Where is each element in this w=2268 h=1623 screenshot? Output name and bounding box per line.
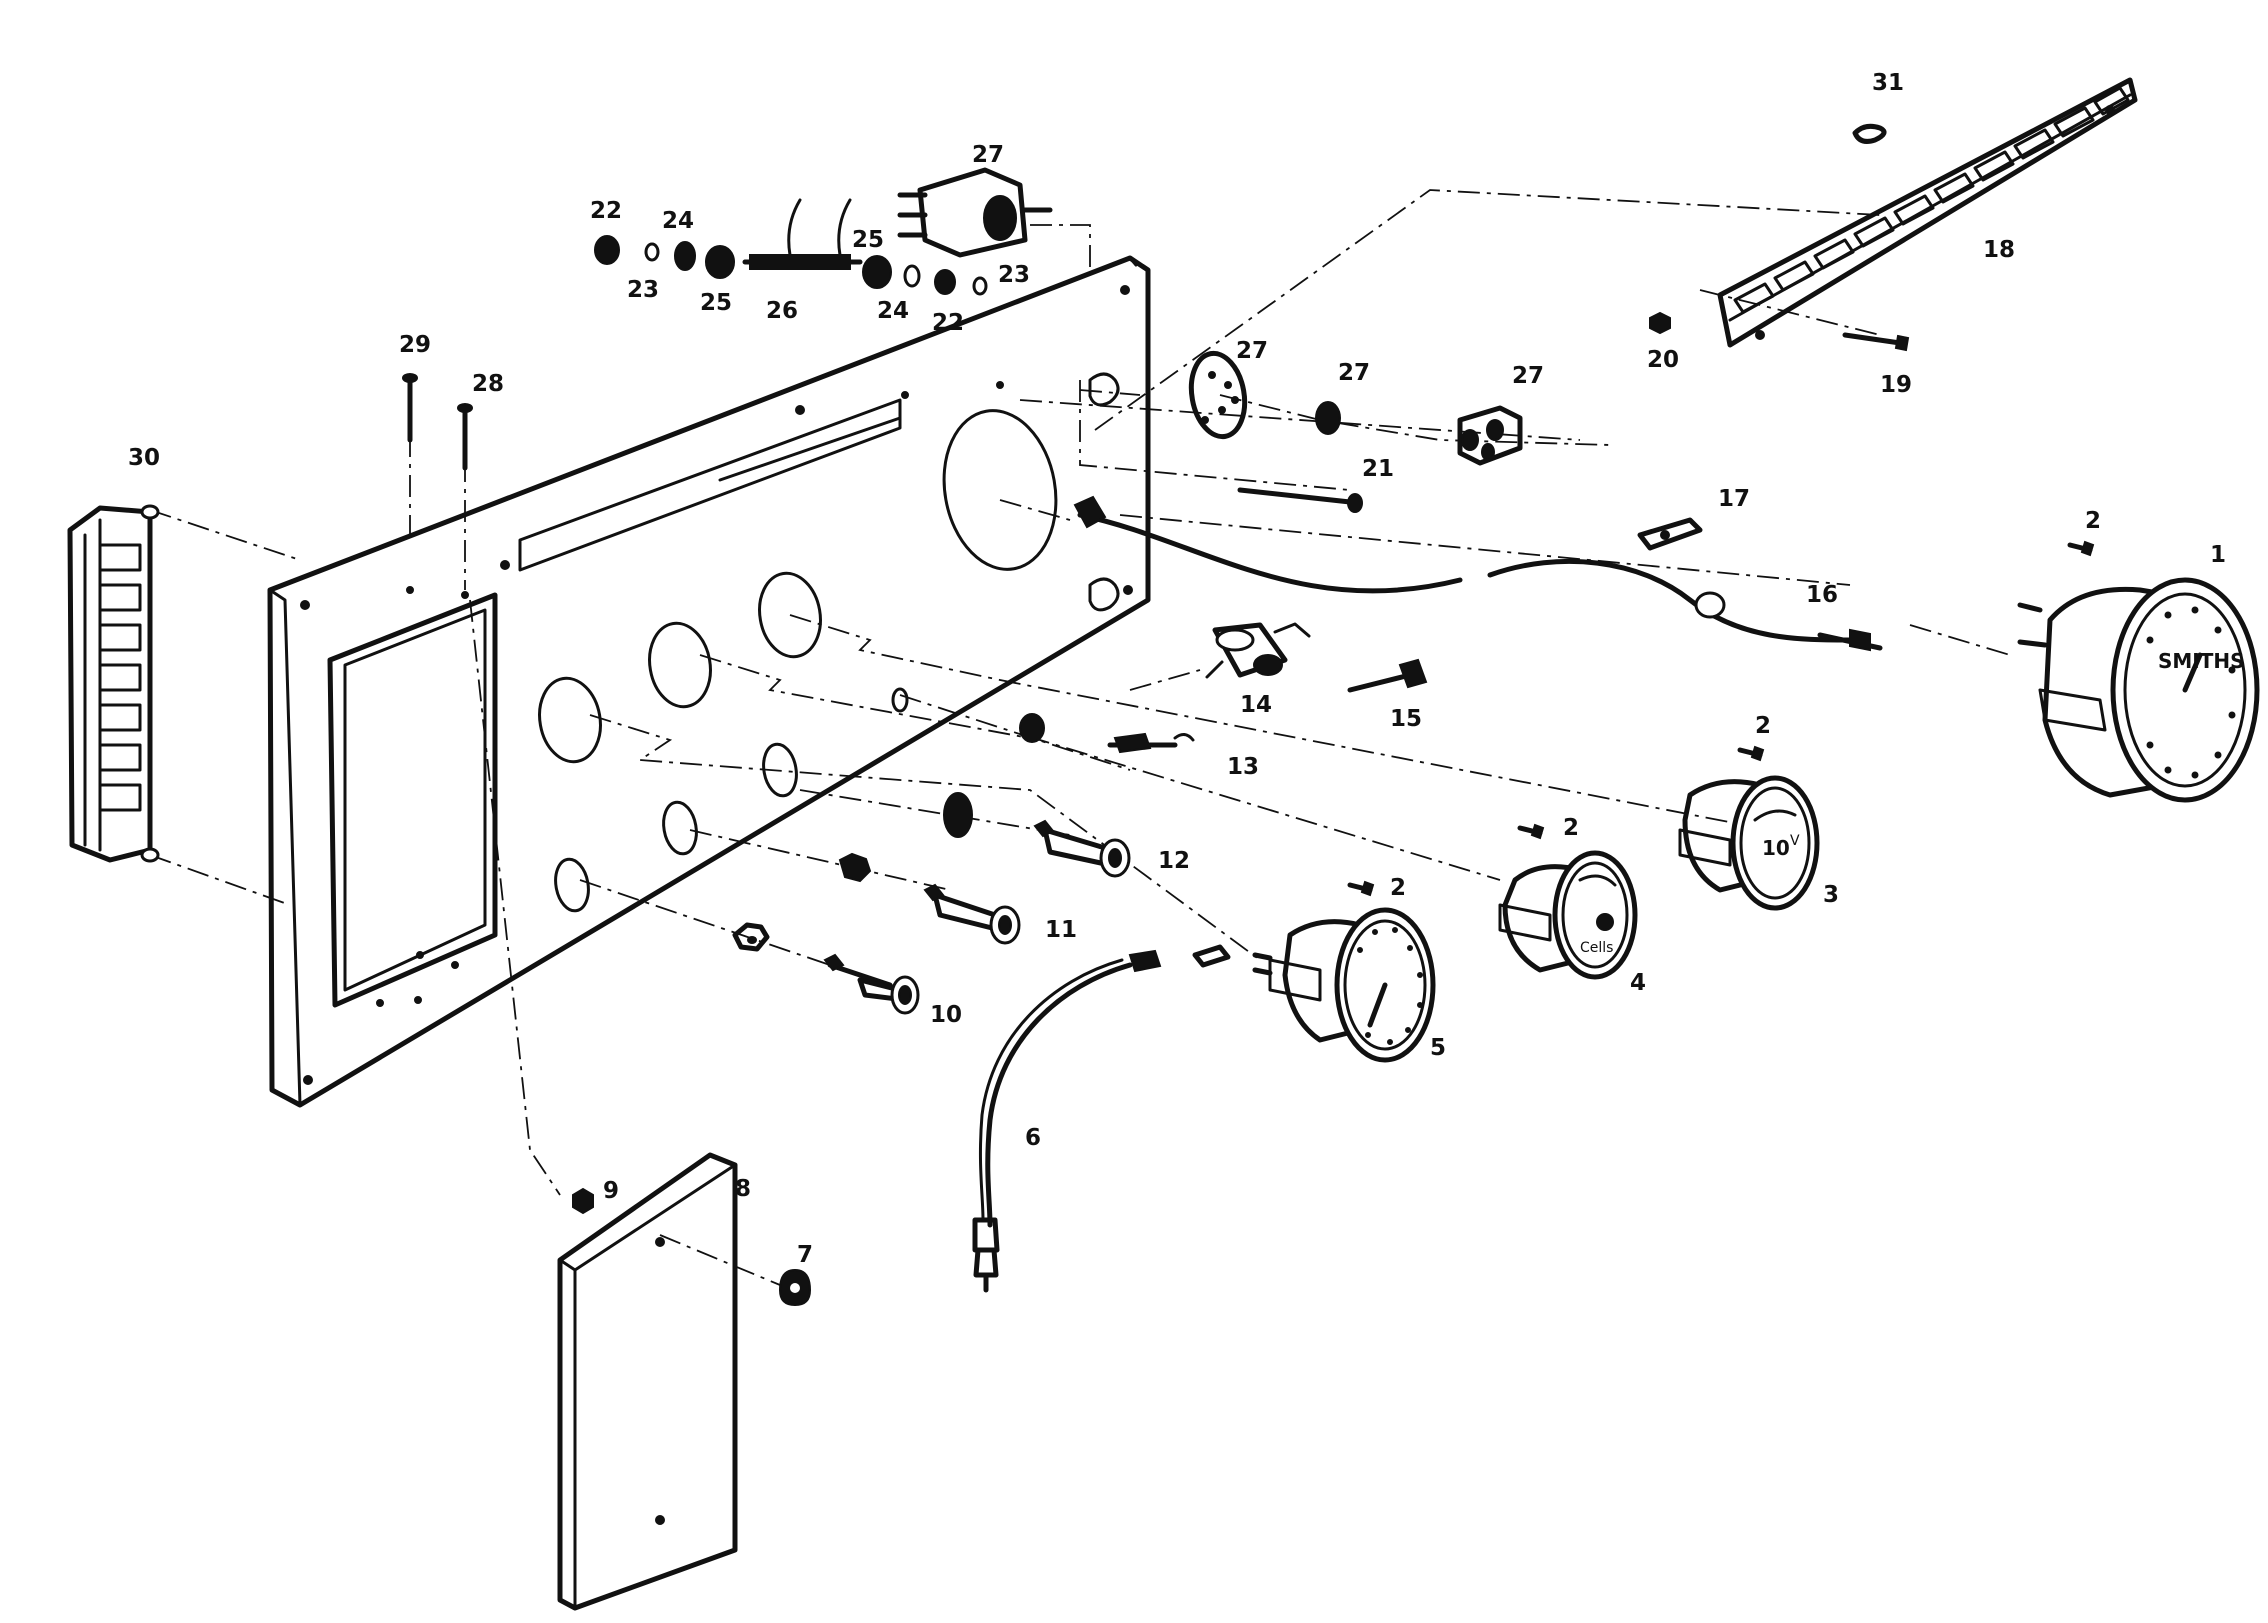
nut-11 <box>838 852 872 883</box>
lamp-12 <box>1033 819 1131 878</box>
callout-27: 27 <box>1236 338 1268 364</box>
callout-4: 4 <box>1630 970 1646 996</box>
callout-6: 6 <box>1025 1125 1041 1151</box>
lamp-11 <box>923 883 1021 945</box>
speedometer-brand-text: SMITHS <box>2158 649 2245 673</box>
callout-23: 23 <box>998 262 1030 288</box>
screw-2d <box>1347 880 1375 897</box>
callout-12: 12 <box>1158 848 1190 874</box>
callout-17: 17 <box>1718 486 1750 512</box>
callout-14: 14 <box>1240 692 1272 718</box>
screw-2a <box>2067 540 2095 557</box>
volt-gauge-unit: V <box>1790 833 1800 849</box>
callout-16: 16 <box>1806 582 1838 608</box>
callout-2: 2 <box>1755 713 1771 739</box>
callout-30: 30 <box>128 445 160 471</box>
callout-28: 28 <box>472 371 504 397</box>
gauge-5 <box>1252 907 1436 1063</box>
switch-assembly-27 <box>897 167 1053 258</box>
callout-8: 8 <box>735 1176 751 1202</box>
callout-19: 19 <box>1880 372 1912 398</box>
speedo-cable <box>1073 495 1883 652</box>
callout-27: 27 <box>972 142 1004 168</box>
callout-10: 10 <box>930 1002 962 1028</box>
speedometer: SMITHS <box>2017 577 2260 803</box>
gauge-3: 10 V <box>1678 775 1820 911</box>
dash-panel <box>267 255 1151 1108</box>
callout-13: 13 <box>1227 754 1259 780</box>
callout-2: 2 <box>1563 815 1579 841</box>
tacho-cable <box>972 944 1231 1293</box>
callout-7: 7 <box>797 1242 813 1268</box>
ignition-switch <box>1205 622 1311 679</box>
callout-18: 18 <box>1983 237 2015 263</box>
rotary-knob-27 <box>1315 401 1341 435</box>
gauge-4: Cells <box>1498 850 1638 980</box>
callout-3: 3 <box>1823 882 1839 908</box>
callout-labels: 1 2 2 2 2 3 4 5 6 7 8 9 10 11 12 13 14 1… <box>128 70 2226 1268</box>
callout-11: 11 <box>1045 917 1077 943</box>
screw-29 <box>402 373 418 443</box>
warning-light-strip <box>1717 77 2138 348</box>
clip-31 <box>1852 123 1887 144</box>
callout-25: 25 <box>852 227 884 253</box>
cover-plate <box>557 1152 738 1611</box>
callout-21: 21 <box>1362 456 1394 482</box>
callout-23: 23 <box>627 277 659 303</box>
switch-shaft-26 <box>742 198 863 270</box>
rotary-disc-27 <box>1188 350 1248 440</box>
callout-27: 27 <box>1512 363 1544 389</box>
screw-28 <box>457 403 473 471</box>
knob-7 <box>778 1268 812 1307</box>
nut-10 <box>732 922 770 952</box>
callout-24: 24 <box>877 298 909 324</box>
gauge-4-label: Cells <box>1580 940 1613 956</box>
screw-2b <box>1737 745 1765 762</box>
callout-5: 5 <box>1430 1035 1446 1061</box>
screw-19 <box>1842 332 1910 352</box>
nut-20 <box>1649 311 1671 335</box>
callout-25: 25 <box>700 290 732 316</box>
nut-12 <box>943 792 973 838</box>
callout-20: 20 <box>1647 347 1679 373</box>
switch-13 <box>1107 732 1195 754</box>
callout-22: 22 <box>932 310 964 336</box>
callout-22: 22 <box>590 198 622 224</box>
callout-2: 2 <box>2085 508 2101 534</box>
volt-gauge-value: 10 <box>1762 836 1790 860</box>
callout-2: 2 <box>1390 875 1406 901</box>
callout-9: 9 <box>603 1178 619 1204</box>
callout-24: 24 <box>662 208 694 234</box>
nut-9 <box>572 1187 594 1215</box>
callout-31: 31 <box>1872 70 1904 96</box>
switch-parts <box>594 235 988 296</box>
lamp-10 <box>823 953 920 1015</box>
callout-26: 26 <box>766 298 798 324</box>
ignition-key <box>1347 658 1428 693</box>
leader-lines <box>149 189 2011 1286</box>
rotary-switch-27 <box>1457 405 1523 466</box>
screw-21 <box>1237 487 1363 513</box>
screw-2c <box>1517 823 1545 840</box>
callout-29: 29 <box>399 332 431 358</box>
switch-panel <box>67 504 160 863</box>
callout-15: 15 <box>1390 706 1422 732</box>
nut-13 <box>1019 713 1045 743</box>
callout-27: 27 <box>1338 360 1370 386</box>
callout-1: 1 <box>2210 542 2226 568</box>
clip-17 <box>1637 517 1703 551</box>
